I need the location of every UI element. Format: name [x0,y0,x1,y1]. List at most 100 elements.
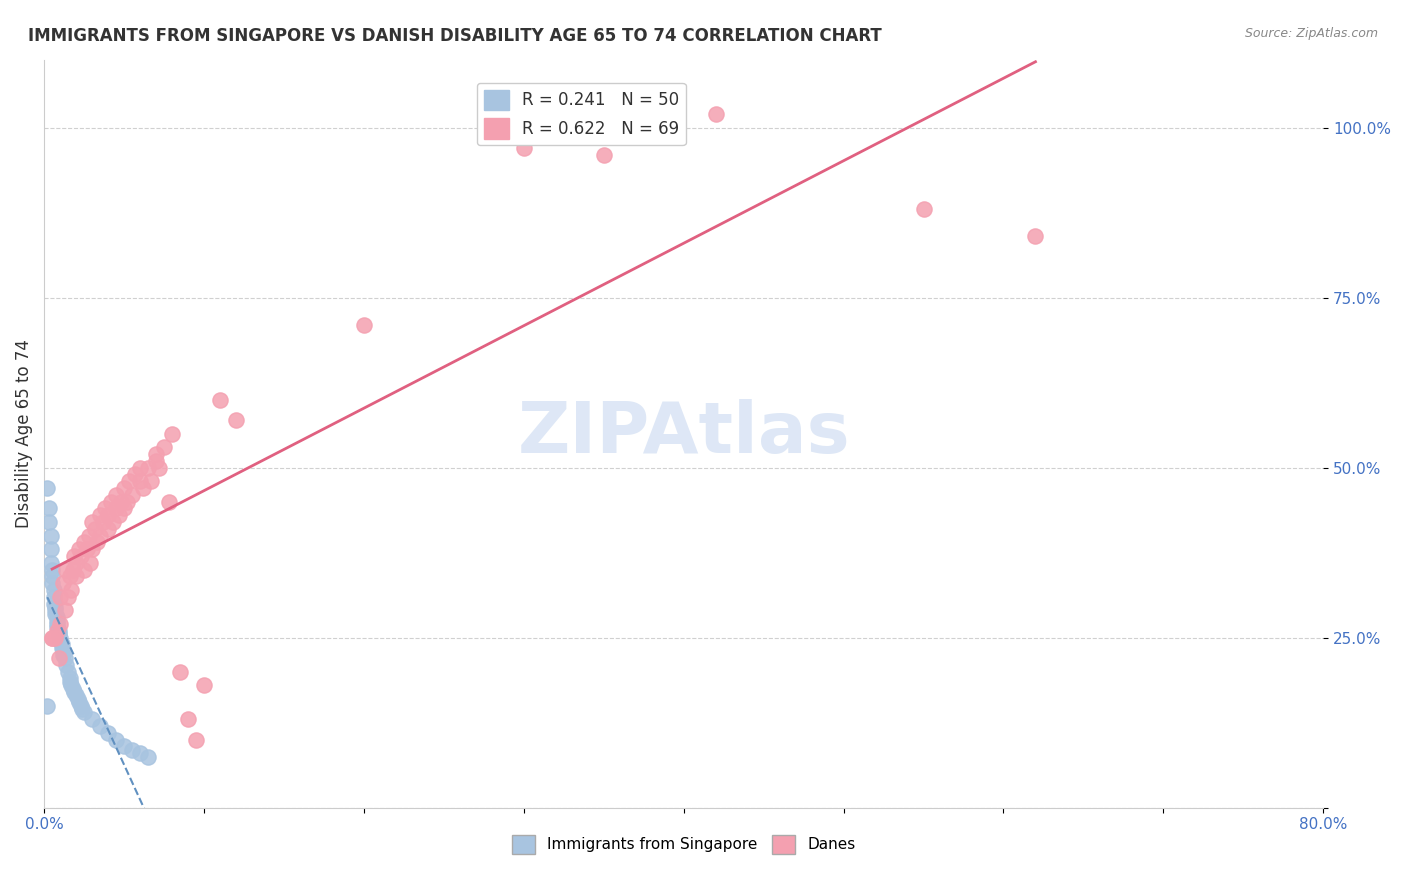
Point [89,719,111,733]
Point [62,681,84,696]
Point [145,447,167,461]
Point [70,698,93,713]
Point [39,556,62,570]
Point [60,582,83,597]
Point [136,460,159,475]
Point [79,556,101,570]
Point [184,732,207,747]
Point [48,651,70,665]
Point [129,475,152,489]
Point [73,706,96,720]
Point [53,603,76,617]
Point [60,678,83,692]
Point [89,508,111,523]
Point [52,644,75,658]
Point [94,501,117,516]
Point [110,494,132,508]
Point [157,494,180,508]
Point [101,515,124,529]
Point [44,603,66,617]
Point [55,657,77,672]
Text: Source: ZipAtlas.com: Source: ZipAtlas.com [1244,27,1378,40]
Point [153,440,176,454]
Point [59,674,82,689]
Point [52,648,75,662]
Point [45,614,67,628]
Point [704,107,727,121]
Point [51,637,73,651]
Point [118,475,141,489]
Point [65,569,87,583]
Point [44,607,66,621]
Point [65,556,87,570]
Point [53,651,76,665]
Point [121,488,143,502]
Point [67,542,90,557]
Point [100,494,122,508]
Point [84,522,107,536]
Point [41,576,63,591]
Point [77,529,100,543]
Point [38,515,60,529]
Point [513,141,536,155]
Point [59,672,82,686]
Point [73,535,96,549]
Point [117,494,139,508]
Point [51,640,73,655]
Point [148,460,170,475]
Point [97,508,120,523]
Point [45,617,67,632]
Point [49,590,72,604]
Point [105,732,128,747]
Point [129,460,152,475]
Point [177,712,200,726]
Point [169,665,191,679]
Point [41,631,63,645]
Point [65,689,87,703]
Point [86,535,108,549]
Point [132,481,155,495]
Point [42,590,65,604]
Point [208,392,231,407]
Point [91,515,114,529]
Point [37,698,59,713]
Point [80,712,103,726]
Point [112,481,135,495]
Point [55,563,77,577]
Point [73,563,96,577]
Point [56,590,79,604]
Point [105,501,128,516]
Point [72,702,94,716]
Point [225,413,247,427]
Point [48,624,70,638]
Point [62,563,84,577]
Point [48,627,70,641]
Point [70,549,93,563]
Point [41,563,63,577]
Point [108,508,131,523]
Point [129,746,152,760]
Point [67,695,90,709]
Point [66,691,89,706]
Point [136,749,159,764]
Point [105,488,128,502]
Point [121,743,143,757]
Point [59,569,82,583]
Point [45,620,67,634]
Y-axis label: Disability Age 65 to 74: Disability Age 65 to 74 [15,339,32,528]
Point [97,726,120,740]
Point [44,631,66,645]
Point [141,475,163,489]
Point [39,542,62,557]
Point [41,631,63,645]
Text: IMMIGRANTS FROM SINGAPORE VS DANISH DISABILITY AGE 65 TO 74 CORRELATION CHART: IMMIGRANTS FROM SINGAPORE VS DANISH DISA… [28,27,882,45]
Point [45,624,67,638]
Point [63,685,86,699]
Point [353,318,375,332]
Point [49,617,72,632]
Point [76,542,98,557]
Point [592,148,614,162]
Point [42,582,65,597]
Point [38,501,60,516]
Point [37,481,59,495]
